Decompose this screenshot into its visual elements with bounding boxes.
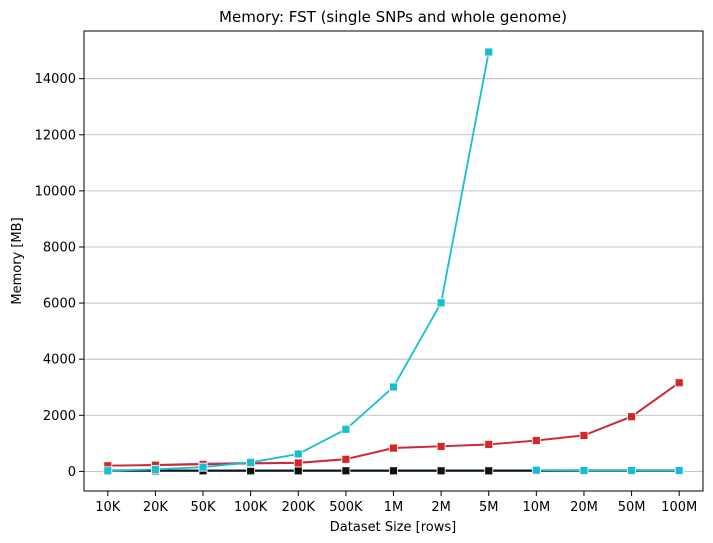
y-axis-label: Memory [MB] [10,217,25,304]
data-point [484,466,494,476]
x-tick-label: 20M [570,500,598,515]
series-line [107,381,680,467]
x-tick-label: 100M [661,500,697,515]
x-tick-label: 50K [190,500,216,515]
series-group [103,47,684,476]
x-axis-ticks: 10K 20K 50K 100K 200K 500K 1M 2M 5M 10M 20M 50M 100M [95,491,697,515]
x-tick-label: 1M [384,500,404,515]
data-point [389,443,398,453]
x-tick-label: 20K [143,500,169,515]
x-tick-label: 10M [522,500,550,515]
x-tick-label: 5M [479,500,499,515]
x-tick-label: 50M [618,500,646,515]
y-tick-label: 6000 [43,297,76,312]
y-tick-label: 12000 [35,128,76,143]
y-tick-label: 0 [68,465,76,480]
data-point [341,466,351,476]
data-point [198,462,208,472]
data-point [436,442,446,451]
x-axis-label: Dataset Size [rows] [330,520,456,535]
data-point [627,412,636,422]
data-point [674,466,684,475]
series-4 [103,378,684,471]
data-point [531,465,541,475]
x-tick-label: 2M [431,500,451,515]
data-point [246,457,256,467]
data-point [341,424,351,434]
data-point [151,465,160,474]
data-point [531,436,541,445]
data-point [484,47,494,57]
data-point [627,466,636,475]
data-point [674,378,684,388]
x-tick-label: 10K [95,500,121,515]
data-point [484,440,494,449]
data-point [436,298,446,308]
series-3 [103,378,684,470]
y-tick-label: 2000 [43,409,76,424]
y-tick-label: 8000 [43,240,76,255]
chart-title: Memory: FST (single SNPs and whole genom… [219,8,567,26]
x-tick-label: 200K [282,500,316,515]
data-point [389,382,398,392]
x-tick-label: 100K [234,500,268,515]
data-point [293,458,303,468]
series-line [107,51,490,472]
data-point [103,466,113,476]
data-point [579,466,589,475]
series-5 [103,47,684,476]
data-point [436,466,446,476]
gridlines [84,78,703,472]
plot-frame [83,30,704,492]
y-tick-label: 14000 [35,72,76,87]
y-axis-ticks: 0 2000 4000 6000 8000 10000 12000 14000 [35,72,84,480]
data-point [341,454,351,464]
y-tick-label: 4000 [43,353,76,368]
data-point [579,431,589,440]
data-point [246,466,256,476]
series-line [107,381,680,467]
data-point [293,449,303,459]
y-tick-label: 10000 [35,184,76,199]
data-point [293,466,303,476]
data-point [389,466,398,476]
x-tick-label: 500K [329,500,363,515]
